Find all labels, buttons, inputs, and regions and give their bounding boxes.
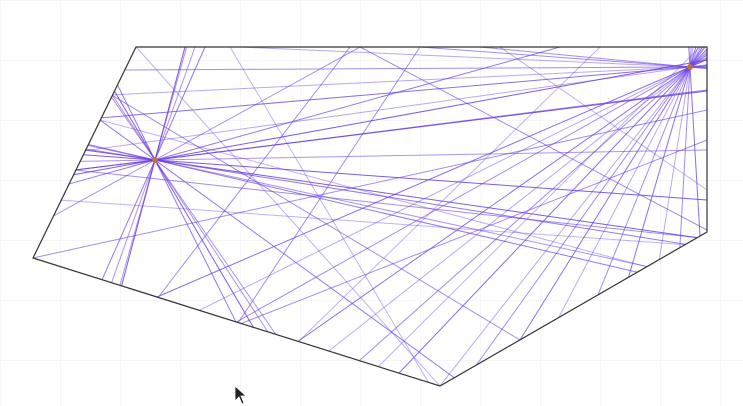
light-ray — [398, 48, 708, 374]
light-ray — [85, 149, 698, 239]
light-ray — [53, 46, 361, 217]
light-source — [152, 157, 158, 163]
light-ray — [679, 46, 692, 248]
light-ray — [99, 119, 455, 379]
light-ray — [73, 59, 708, 176]
light-ray — [85, 64, 708, 152]
light-ray — [112, 94, 521, 341]
light-ray — [479, 46, 708, 70]
light-ray — [476, 46, 705, 366]
light-ray — [61, 199, 686, 246]
light-ray — [75, 169, 698, 239]
light-ray — [627, 46, 697, 278]
light-ray — [499, 46, 708, 191]
light-ray — [298, 46, 601, 342]
light-ray — [236, 57, 708, 323]
light-ray — [124, 66, 708, 71]
light-ray — [558, 46, 701, 318]
light-ray — [83, 154, 708, 201]
light-ray — [101, 46, 206, 280]
light-ray — [378, 46, 701, 367]
focus-point — [687, 64, 693, 70]
light-ray — [111, 96, 277, 335]
light-ray — [75, 89, 708, 171]
light-ray — [597, 46, 699, 296]
light-ray — [156, 59, 708, 298]
light-ray — [328, 53, 708, 352]
light-ray — [297, 54, 708, 342]
light-ray — [237, 46, 421, 323]
light-ray — [69, 46, 561, 185]
light-ray — [359, 46, 708, 231]
light-ray — [32, 109, 708, 259]
light-ray — [419, 46, 708, 69]
light-ray — [658, 46, 694, 260]
ray-group — [32, 46, 708, 387]
light-ray — [114, 90, 254, 328]
mirror-polygon — [32, 46, 708, 387]
light-ray — [519, 46, 703, 341]
light-ray — [358, 51, 708, 361]
light-ray — [688, 46, 701, 237]
light-ray — [157, 46, 351, 298]
light-ray — [240, 139, 708, 324]
light-ray — [199, 58, 708, 311]
light-ray — [439, 46, 707, 387]
light-ray — [112, 65, 708, 96]
light-ray — [239, 46, 708, 69]
light-ray — [100, 119, 647, 268]
light-ray — [119, 46, 188, 286]
light-ray — [135, 46, 441, 387]
light-ray — [112, 94, 269, 333]
light-ray — [117, 84, 237, 323]
mouse-cursor — [234, 385, 248, 405]
light-ray — [80, 149, 708, 162]
light-ray — [229, 46, 429, 383]
light-ray — [101, 65, 708, 119]
